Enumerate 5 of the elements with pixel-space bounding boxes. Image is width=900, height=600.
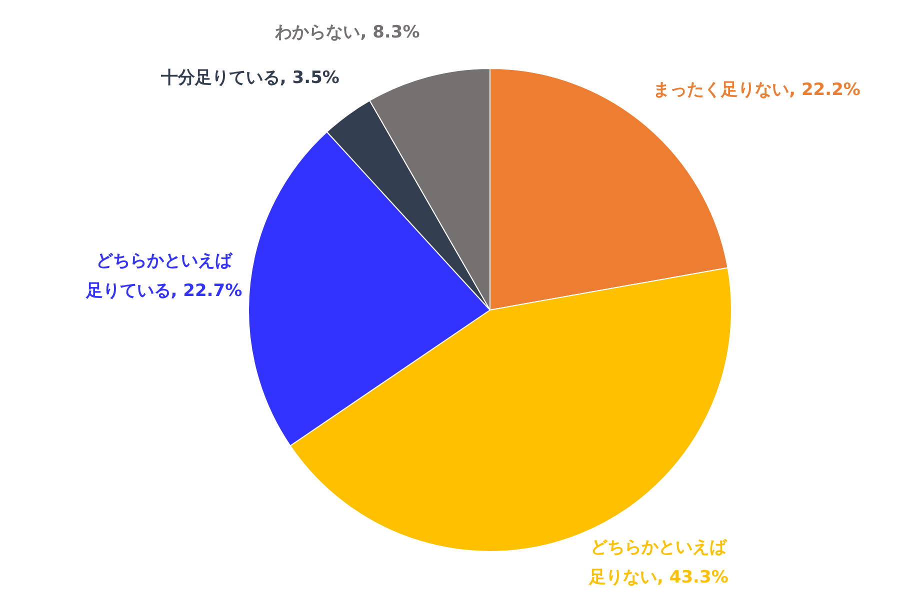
slice-label: どちらかといえば足りている, 22.7% xyxy=(84,251,242,302)
slice-label: どちらかといえば足りない, 43.3% xyxy=(588,537,728,588)
slice-label: わからない, 8.3% xyxy=(274,22,420,43)
slice-label: まったく足りない, 22.2% xyxy=(653,80,860,100)
slice-label: 十分足りている, 3.5% xyxy=(160,68,340,88)
